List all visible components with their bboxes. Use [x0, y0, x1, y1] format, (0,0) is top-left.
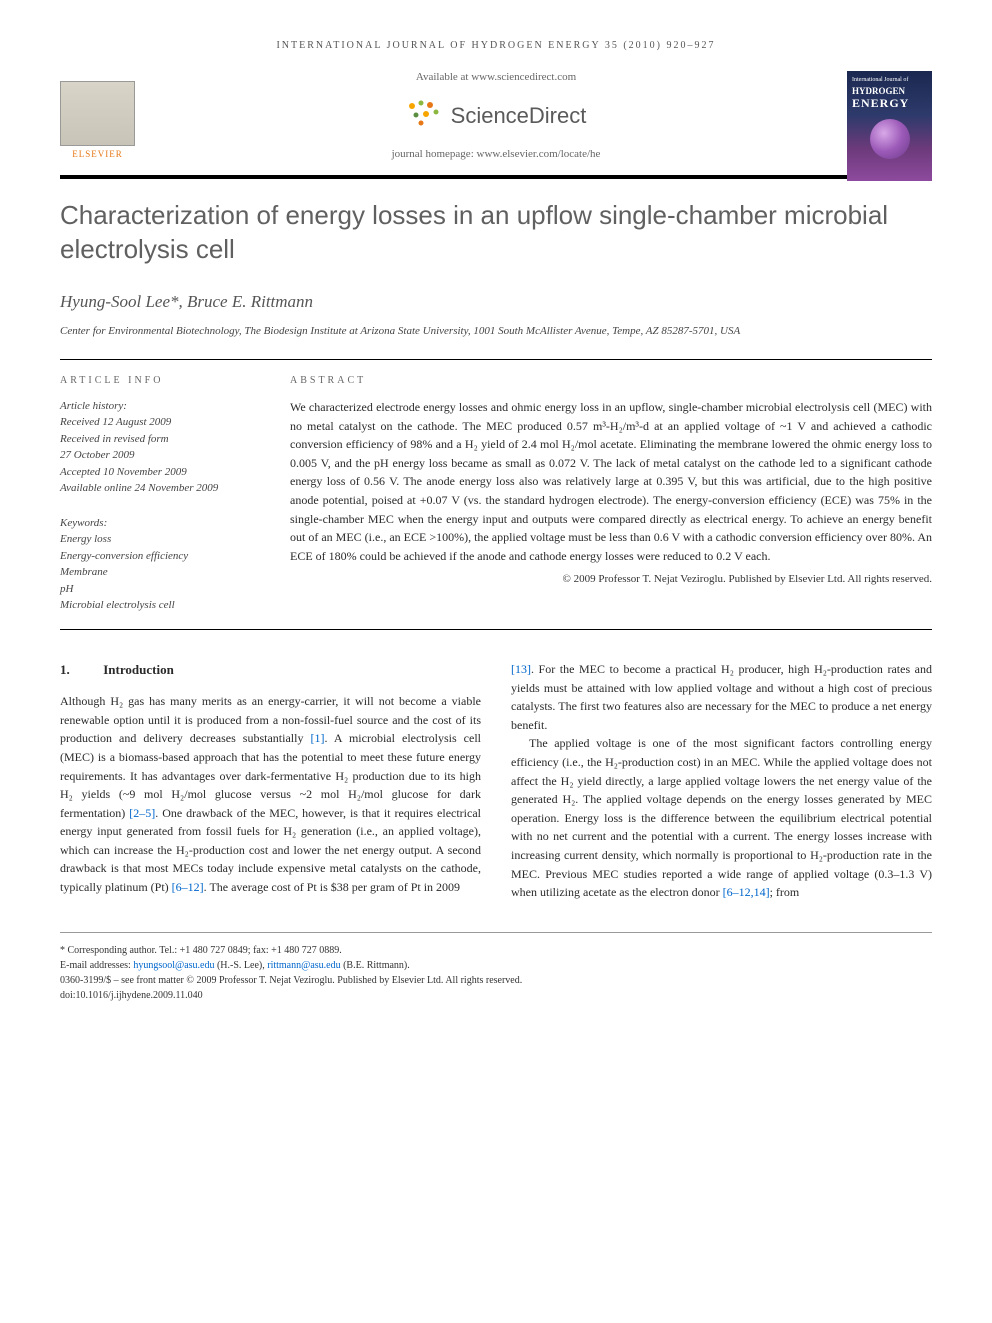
keywords-block: Keywords: Energy loss Energy-conversion …: [60, 515, 260, 614]
online-date: Available online 24 November 2009: [60, 480, 260, 497]
email-name-1: (H.-S. Lee),: [214, 960, 267, 971]
body-two-column: 1. Introduction Although H₂ gas has many…: [60, 660, 932, 902]
email-link-1[interactable]: hyungsool@asu.edu: [133, 960, 214, 971]
journal-header-line: INTERNATIONAL JOURNAL OF HYDROGEN ENERGY…: [60, 40, 932, 51]
accepted-date: Accepted 10 November 2009: [60, 464, 260, 481]
email-label: E-mail addresses:: [60, 960, 133, 971]
available-at-text: Available at www.sciencedirect.com: [60, 71, 932, 83]
abstract-block: ABSTRACT We characterized electrode ener…: [290, 375, 932, 614]
article-info-block: ARTICLE INFO Article history: Received 1…: [60, 375, 260, 614]
keywords-label: Keywords:: [60, 515, 260, 532]
author-list: Hyung-Sool Lee*, Bruce E. Rittmann: [60, 292, 932, 312]
section-title: Introduction: [103, 662, 174, 677]
revised-line2: 27 October 2009: [60, 447, 260, 464]
article-history: Article history: Received 12 August 2009…: [60, 398, 260, 497]
cover-graphic-icon: [870, 119, 910, 159]
ref-link-6-12-14[interactable]: [6–12,14]: [723, 885, 770, 899]
keyword-3: Membrane: [60, 564, 260, 581]
info-heading: ARTICLE INFO: [60, 375, 260, 386]
email-line: E-mail addresses: hyungsool@asu.edu (H.-…: [60, 958, 932, 973]
ref-link-13[interactable]: [13]: [511, 662, 531, 676]
elsevier-label: ELSEVIER: [60, 149, 135, 159]
cover-hydrogen: HYDROGEN: [852, 86, 927, 96]
sciencedirect-text: ScienceDirect: [451, 103, 587, 129]
doi-line: doi:10.1016/j.ijhydene.2009.11.040: [60, 988, 932, 1003]
page-footer: * Corresponding author. Tel.: +1 480 727…: [60, 932, 932, 1003]
revised-line1: Received in revised form: [60, 431, 260, 448]
sciencedirect-logo: ScienceDirect: [60, 98, 932, 133]
body-column-right: [13]. For the MEC to become a practical …: [511, 660, 932, 902]
abstract-text: We characterized electrode energy losses…: [290, 398, 932, 565]
divider-line-2: [60, 629, 932, 630]
keyword-4: pH: [60, 581, 260, 598]
affiliation: Center for Environmental Biotechnology, …: [60, 324, 932, 339]
section-heading-intro: 1. Introduction: [60, 660, 481, 680]
abstract-heading: ABSTRACT: [290, 375, 932, 386]
p2-text-b: ; from: [770, 885, 800, 899]
keyword-1: Energy loss: [60, 531, 260, 548]
intro-paragraph-1: Although H₂ gas has many merits as an en…: [60, 692, 481, 897]
section-number: 1.: [60, 660, 100, 680]
keyword-5: Microbial electrolysis cell: [60, 597, 260, 614]
corresponding-author: * Corresponding author. Tel.: +1 480 727…: [60, 943, 932, 958]
masthead: ELSEVIER International Journal of HYDROG…: [60, 71, 932, 179]
elsevier-tree-icon: [60, 81, 135, 146]
intro-paragraph-2: The applied voltage is one of the most s…: [511, 734, 932, 901]
journal-homepage-text: journal homepage: www.elsevier.com/locat…: [60, 148, 932, 160]
article-title: Characterization of energy losses in an …: [60, 199, 932, 267]
cover-energy: ENERGY: [852, 96, 927, 111]
p2-text-a: The applied voltage is one of the most s…: [511, 736, 932, 899]
abstract-copyright: © 2009 Professor T. Nejat Veziroglu. Pub…: [290, 573, 932, 585]
intro-paragraph-1-cont: [13]. For the MEC to become a practical …: [511, 660, 932, 734]
issn-line: 0360-3199/$ – see front matter © 2009 Pr…: [60, 973, 932, 988]
info-abstract-row: ARTICLE INFO Article history: Received 1…: [60, 375, 932, 614]
cover-subtitle: International Journal of: [852, 77, 927, 84]
journal-cover-thumbnail: International Journal of HYDROGEN ENERGY: [847, 71, 932, 181]
sd-dots-icon: [406, 98, 442, 133]
ref-link-1[interactable]: [1]: [311, 731, 325, 745]
keyword-2: Energy-conversion efficiency: [60, 548, 260, 565]
p1-cont-text: . For the MEC to become a practical H₂ p…: [511, 662, 932, 732]
ref-link-2-5[interactable]: [2–5]: [129, 806, 155, 820]
elsevier-logo: ELSEVIER: [60, 81, 135, 166]
email-link-2[interactable]: rittmann@asu.edu: [267, 960, 340, 971]
divider-line: [60, 359, 932, 360]
p1-text-d: . The average cost of Pt is $38 per gram…: [204, 880, 460, 894]
email-name-2: (B.E. Rittmann).: [341, 960, 410, 971]
received-date: Received 12 August 2009: [60, 414, 260, 431]
ref-link-6-12[interactable]: [6–12]: [172, 880, 204, 894]
history-label: Article history:: [60, 398, 260, 415]
body-column-left: 1. Introduction Although H₂ gas has many…: [60, 660, 481, 902]
